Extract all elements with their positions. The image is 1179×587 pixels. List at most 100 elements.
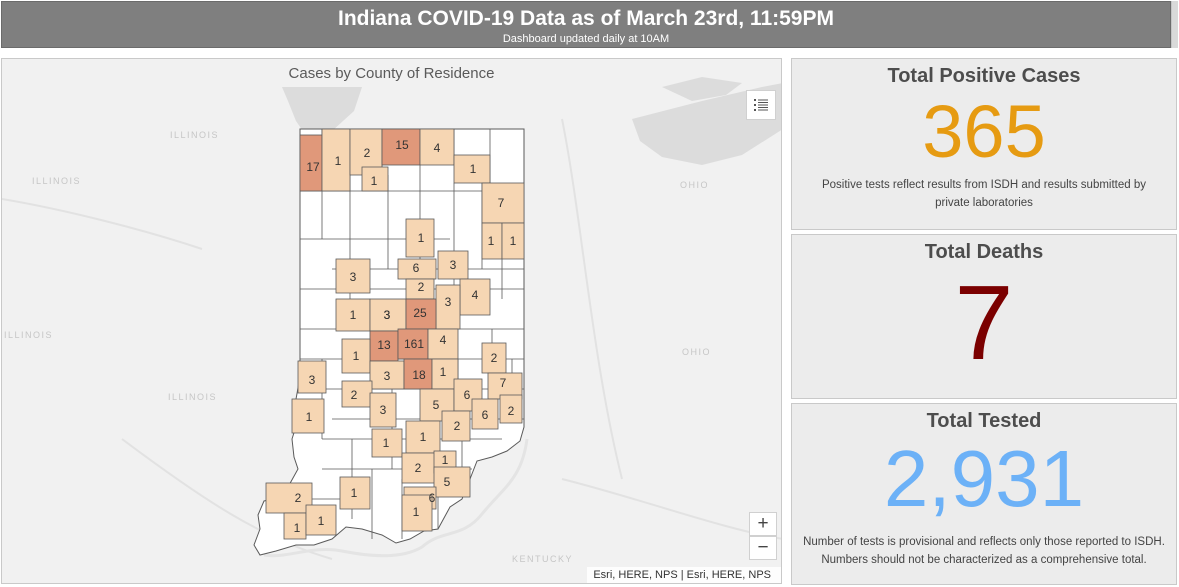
county-ohio	[499, 394, 523, 424]
county-tippecanoe	[335, 258, 371, 294]
county-st-joseph	[381, 128, 421, 166]
total-positive-note: Positive tests reflect results from ISDH…	[821, 179, 1147, 209]
ohio-river	[263, 438, 529, 558]
case-label: 3	[384, 369, 391, 383]
county-daviess	[371, 428, 403, 458]
case-label: 4	[440, 333, 447, 347]
label-illinois-1: ILLINOIS	[170, 130, 219, 140]
case-label: 2	[351, 388, 358, 402]
total-deaths-panel: Total Deaths 7	[791, 234, 1177, 399]
case-label: 3	[445, 295, 452, 309]
case-label: 1	[440, 365, 447, 379]
total-tested-title: Total Tested	[926, 410, 1042, 432]
county-noble	[453, 154, 491, 184]
county-scott	[441, 410, 471, 442]
case-label: 1	[413, 505, 420, 519]
case-label: 3	[450, 258, 457, 272]
total-positive-panel: Total Positive Cases 365 Positive tests …	[791, 58, 1177, 230]
case-label: 1	[350, 308, 357, 322]
county-franklin	[481, 342, 507, 374]
county-ripley	[471, 398, 499, 430]
dashboard-subtitle: Dashboard updated daily at 10AM	[502, 33, 670, 45]
county-parke	[335, 298, 371, 332]
case-label: 4	[472, 288, 479, 302]
case-label: 1	[488, 234, 495, 248]
scrollbar[interactable]	[1171, 1, 1178, 48]
county-marion	[397, 328, 429, 360]
county-vigo	[341, 338, 371, 374]
case-label: 2	[418, 280, 425, 294]
case-label: 2	[415, 461, 422, 475]
case-label: 6	[482, 408, 489, 422]
case-label: 3	[380, 403, 387, 417]
case-label: 6	[413, 261, 420, 275]
case-label: 1	[420, 430, 427, 444]
county-starke	[361, 166, 389, 192]
lake-michigan	[282, 87, 362, 137]
case-label: 1	[294, 521, 301, 535]
case-label: 4	[434, 141, 441, 155]
county-sullivan	[297, 360, 327, 394]
case-label: 1	[470, 162, 477, 176]
case-label: 1	[371, 174, 378, 188]
total-tested-note: Number of tests is provisional and refle…	[803, 536, 1165, 566]
county-warrick	[401, 494, 433, 532]
case-label: 25	[413, 306, 427, 320]
list-icon	[754, 99, 768, 111]
county-spencer	[305, 504, 337, 536]
county-morgan	[369, 360, 405, 390]
county-allen	[481, 182, 525, 224]
total-deaths-value: 7	[954, 264, 1014, 382]
county-johnson	[403, 358, 433, 390]
case-label: 3	[350, 270, 357, 284]
total-positive-title: Total Positive Cases	[887, 65, 1081, 87]
zoom-in-button[interactable]: +	[749, 512, 777, 536]
county-adams	[501, 222, 525, 260]
legend-button[interactable]	[746, 90, 776, 120]
label-ohio-1: OHIO	[680, 180, 709, 190]
case-label: 1	[351, 486, 358, 500]
label-illinois-2: ILLINOIS	[32, 176, 81, 186]
label-illinois-3: ILLINOIS	[4, 330, 53, 340]
basemap-labels: ILLINOIS ILLINOIS ILLINOIS ILLINOIS OHIO…	[4, 130, 711, 564]
county-greene	[341, 380, 373, 408]
map-attribution: Esri, HERE, NPS | Esri, HERE, NPS	[587, 567, 781, 583]
dashboard-title: Indiana COVID-19 Data as of March 23rd, …	[337, 7, 834, 30]
lake-erie	[632, 83, 781, 165]
county-clark	[401, 452, 437, 484]
case-label: 2	[508, 404, 515, 418]
case-label: 1	[510, 234, 517, 248]
case-label: 2	[364, 146, 371, 160]
county-wabash	[405, 218, 435, 258]
label-illinois-4: ILLINOIS	[168, 392, 217, 402]
case-label: 1	[318, 514, 325, 528]
label-kentucky: KENTUCKY	[512, 554, 573, 564]
county-hamilton	[405, 298, 437, 330]
case-label: 18	[412, 368, 426, 382]
total-tested-value: 2,931	[883, 434, 1085, 523]
county-elkhart	[419, 128, 455, 166]
total-tested-panel: Total Tested 2,931 Number of tests is pr…	[791, 403, 1177, 585]
case-label: 2	[491, 351, 498, 365]
case-label: 1	[335, 154, 342, 168]
case-label: 1	[442, 453, 449, 467]
total-deaths-title: Total Deaths	[924, 241, 1044, 263]
label-ohio-2: OHIO	[682, 347, 711, 357]
case-label: 5	[444, 475, 451, 489]
county-map-panel: ILLINOIS ILLINOIS ILLINOIS ILLINOIS OHIO…	[1, 58, 782, 584]
county-lawrence	[369, 392, 397, 428]
zoom-out-button[interactable]: −	[749, 536, 777, 560]
case-label: 1	[383, 436, 390, 450]
county-grant	[437, 250, 469, 280]
case-label: 1	[353, 349, 360, 363]
state-border-faint	[2, 118, 781, 560]
county-boone	[369, 298, 407, 332]
county-case-labels: 17 1 2 15 4 1 1 7 1 1 1 3 6 3 2 3 4 3 1 …	[294, 138, 517, 535]
indiana-county-map[interactable]: ILLINOIS ILLINOIS ILLINOIS ILLINOIS OHIO…	[2, 59, 782, 584]
case-label: 5	[433, 398, 440, 412]
case-label: 2	[454, 419, 461, 433]
case-label: 17	[306, 160, 320, 174]
county-polygons[interactable]	[265, 128, 525, 540]
total-positive-value: 365	[922, 90, 1046, 173]
case-label: 2	[295, 491, 302, 505]
